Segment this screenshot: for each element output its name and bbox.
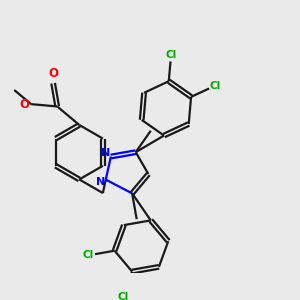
Text: Cl: Cl [210, 81, 221, 91]
Text: N: N [101, 148, 110, 158]
Text: Cl: Cl [117, 292, 129, 300]
Text: Cl: Cl [166, 50, 177, 60]
Text: O: O [48, 67, 58, 80]
Text: O: O [19, 98, 29, 111]
Text: N: N [96, 177, 105, 187]
Text: Cl: Cl [83, 250, 94, 260]
